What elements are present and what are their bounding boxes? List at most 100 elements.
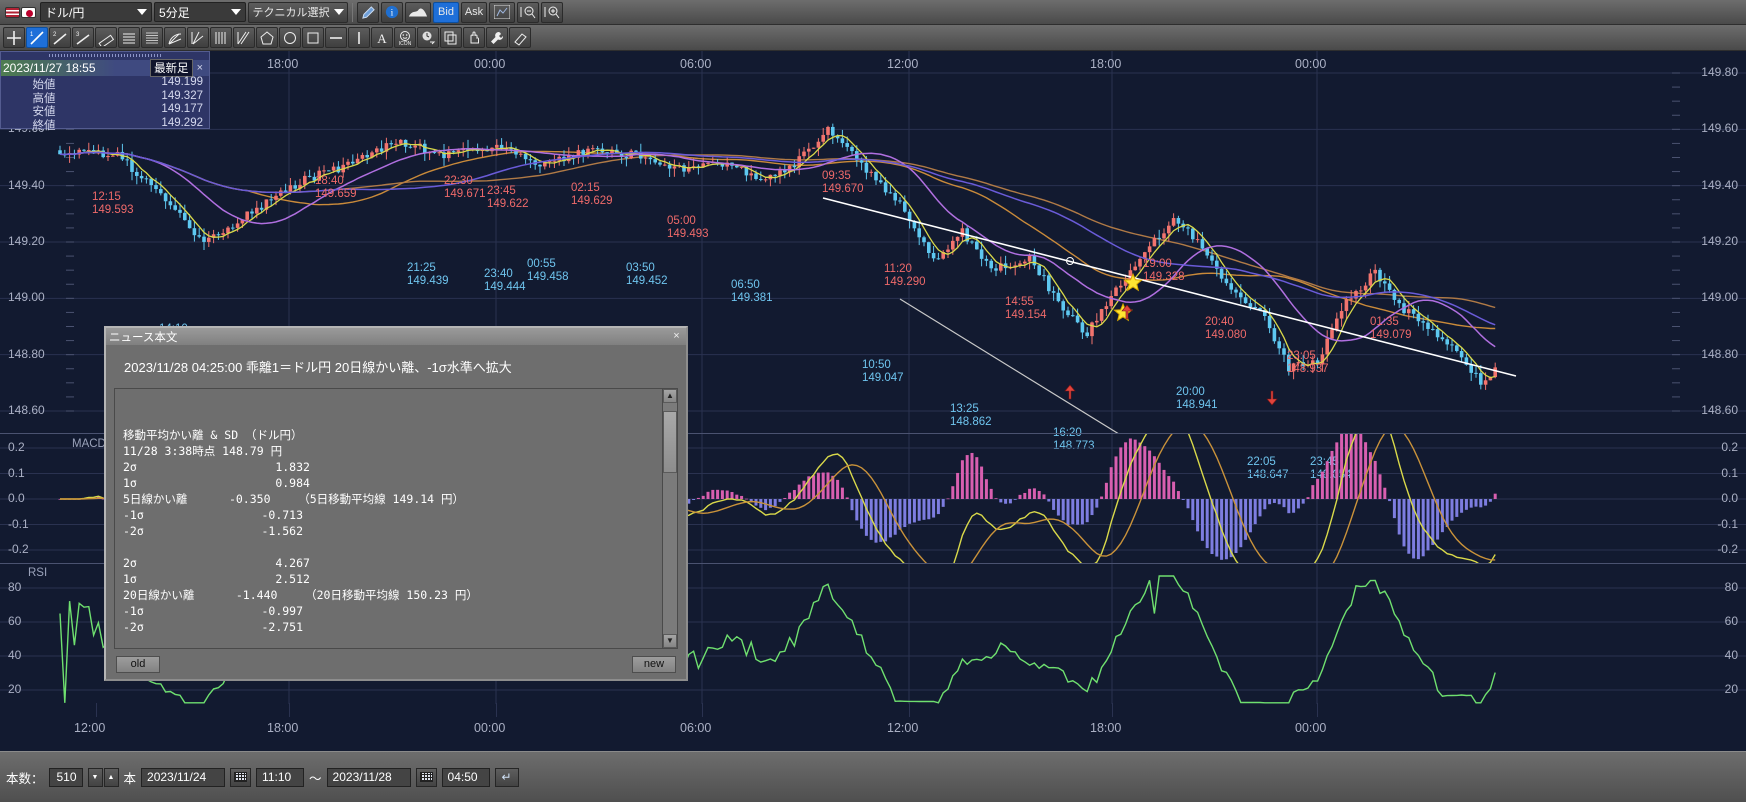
zoom-out-button[interactable] xyxy=(517,1,539,23)
technical-select-button[interactable]: テクニカル選択 xyxy=(248,1,348,23)
crosshair-tool-button[interactable] xyxy=(3,27,25,48)
price-panel[interactable]: 12:15 149.593 18:40 149.659 22:30 149.671 23:4… xyxy=(0,51,1746,481)
annotation-time: 13:25 xyxy=(950,403,979,415)
equidistant-tool-button[interactable] xyxy=(141,27,163,48)
vertical-line-tool-button[interactable] xyxy=(348,27,370,48)
copy-tool-button[interactable] xyxy=(440,27,462,48)
eraser-tool-button[interactable] xyxy=(509,27,531,48)
andrews-tool-button[interactable] xyxy=(233,27,255,48)
older-news-button[interactable]: old xyxy=(116,655,160,673)
horizontal-lines-tool-button[interactable] xyxy=(118,27,140,48)
annotation-time: 10:50 xyxy=(862,359,891,371)
news-scrollbar[interactable]: ▲ ▼ xyxy=(662,389,677,648)
ellipse-tool-button[interactable] xyxy=(279,27,301,48)
calendar-to-button[interactable] xyxy=(415,767,437,787)
stepper-up-icon[interactable]: ▲ xyxy=(103,767,119,787)
time-tick xyxy=(496,703,497,717)
info-icon: i xyxy=(385,5,399,19)
annotation-price: 149.381 xyxy=(731,291,773,304)
annotation-time: 02:15 xyxy=(571,182,600,194)
price-annotation: 23:45 149.622 xyxy=(487,185,529,210)
svg-text:1: 1 xyxy=(30,32,34,38)
bar-count-value: 510 xyxy=(56,770,77,784)
stepper-down-icon[interactable]: ▼ xyxy=(87,767,103,787)
icon-tool-button[interactable]: ICON xyxy=(394,27,416,48)
rectangle-tool-button[interactable] xyxy=(302,27,324,48)
time-from-input[interactable]: 11:10 xyxy=(256,767,305,787)
text-tool-button[interactable]: A xyxy=(371,27,393,48)
news-titlebar[interactable]: ニュース本文 × xyxy=(106,328,686,345)
macd-axis-right-label: -0.2 xyxy=(1717,542,1738,556)
ohlc-row-label: 終値 xyxy=(32,119,56,132)
trendline-2-tool-button[interactable]: 2 xyxy=(49,27,71,48)
timer-tool-button[interactable] xyxy=(417,27,439,48)
pentagon-tool-button[interactable] xyxy=(256,27,278,48)
price-axis-right-label: 149.80 xyxy=(1701,65,1738,79)
price-axis-left-label: 149.00 xyxy=(8,290,45,305)
annotation-time: 20:00 xyxy=(1176,386,1205,398)
annotation-time: 19:00 xyxy=(1143,258,1172,270)
close-icon[interactable]: × xyxy=(673,330,680,342)
apply-range-button[interactable]: ↵ xyxy=(494,767,519,787)
annotation-time: 06:50 xyxy=(731,279,760,291)
ohlc-drag-handle[interactable] xyxy=(1,54,209,60)
bar-count-unit: 本 xyxy=(123,771,137,786)
macd-panel[interactable]: MACD 0.2 0.2 0.1 0.1 0.0 0.0 -0.1 -0.1 -0.2 -0.2 xyxy=(0,433,1746,564)
news-footer: old new xyxy=(106,649,686,679)
cloud-button[interactable] xyxy=(405,1,431,23)
ellipse-icon xyxy=(284,31,296,44)
scroll-track[interactable] xyxy=(663,403,677,634)
bar-count-stepper[interactable]: ▼ ▲ xyxy=(87,767,119,787)
scroll-thumb[interactable] xyxy=(663,411,677,473)
date-to-value: 2023/11/28 xyxy=(332,770,392,784)
ohlc-info-box[interactable]: 2023/11/27 18:55 最新足 × 始値 149.199 高値 149.32… xyxy=(0,51,210,132)
macd-axis-right-label: 0.1 xyxy=(1721,465,1738,480)
time-axis-bottom-label: 06:00 xyxy=(680,721,712,735)
annotation-price: 149.080 xyxy=(1205,328,1247,341)
bar-count-input[interactable]: 510 xyxy=(48,767,83,787)
horizontal-line-tool-button[interactable] xyxy=(325,27,347,48)
bid-toggle[interactable]: Bid xyxy=(433,1,459,23)
price-annotation: 06:50 149.381 xyxy=(731,279,773,304)
date-to-input[interactable]: 2023/11/28 xyxy=(326,767,411,787)
date-from-value: 2023/11/24 xyxy=(147,770,207,784)
ask-toggle[interactable]: Ask xyxy=(461,1,487,23)
price-axis-right-label: 149.40 xyxy=(1701,177,1738,192)
price-annotation: 02:15 149.629 xyxy=(571,182,613,207)
annotation-time: 22:05 xyxy=(1247,456,1276,468)
ohlc-header: 2023/11/27 18:55 最新足 × xyxy=(1,59,209,77)
time-tick xyxy=(702,703,703,717)
time-axis-top-label: 12:00 xyxy=(887,57,919,71)
timeframe-select[interactable]: 5分足 xyxy=(154,2,246,22)
settings-tool-button[interactable] xyxy=(486,27,508,48)
scroll-up-button[interactable]: ▲ xyxy=(663,389,677,403)
ohlc-row-label: 始値 xyxy=(32,79,56,91)
pitchfork-icon xyxy=(191,31,204,44)
date-from-input[interactable]: 2023/11/24 xyxy=(141,767,226,787)
symbol-select[interactable]: ドル/円 xyxy=(40,2,152,22)
pitchfork-tool-button[interactable] xyxy=(187,27,209,48)
calendar-from-button[interactable] xyxy=(230,767,252,787)
hand-tool-button[interactable] xyxy=(463,27,485,48)
ruler-icon xyxy=(98,34,114,46)
svg-text:i: i xyxy=(391,8,394,19)
fibonacci-tool-button[interactable] xyxy=(210,27,232,48)
news-dialog[interactable]: ニュース本文 × 2023/11/28 04:25:00 乖離1＝ドル円 20日… xyxy=(104,326,688,681)
ohlc-row: 高値 149.327 xyxy=(1,90,209,105)
chart-style-button[interactable] xyxy=(489,1,515,23)
info-button[interactable]: i xyxy=(381,1,403,23)
newer-news-button[interactable]: new xyxy=(632,655,676,673)
time-tick xyxy=(1112,703,1113,717)
time-axis-top-label: 00:00 xyxy=(474,57,506,71)
pencil-tool-button[interactable] xyxy=(357,1,379,23)
zoom-in-button[interactable] xyxy=(541,1,563,23)
time-to-input[interactable]: 04:50 xyxy=(441,767,490,787)
ohlc-row-label: 安値 xyxy=(32,106,56,118)
annotation-price: 149.629 xyxy=(571,194,613,207)
scroll-down-button[interactable]: ▼ xyxy=(663,634,677,648)
fan-tool-button[interactable] xyxy=(164,27,186,48)
ruler-tool-button[interactable] xyxy=(95,27,117,48)
trendline-3-tool-button[interactable]: 3 xyxy=(72,27,94,48)
close-icon[interactable]: × xyxy=(196,62,203,74)
trendline-1-tool-button[interactable]: 1 xyxy=(26,27,48,48)
